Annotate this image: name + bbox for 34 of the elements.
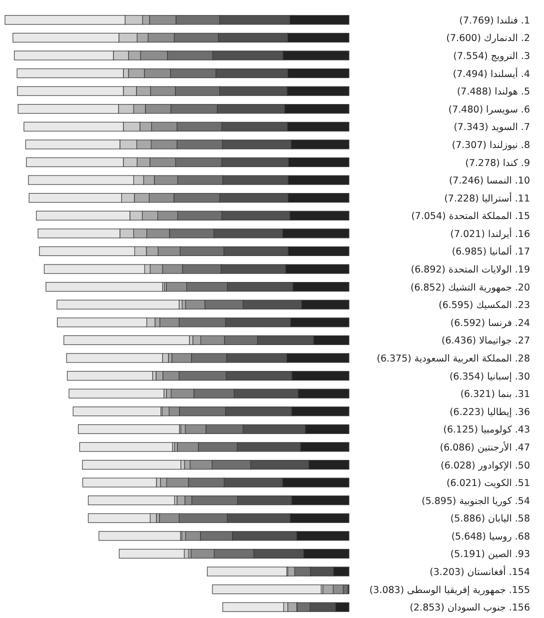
y-tick-label: 1. فنلندا (7.769) (459, 15, 530, 26)
y-tick-label: 58. اليابان (5.886) (450, 514, 530, 525)
y-tick-label: 7. السويد (7.343) (454, 122, 530, 134)
y-tick-label: 30. إسبانيا (6.354) (449, 371, 530, 382)
y-tick-label: 155. جمهورية إفريقيا الوسطى (3.083) (369, 584, 530, 596)
y-tick-label: 16. أيرلندا (7.021) (450, 226, 530, 240)
y-tick-label: 19. الولايات المتحدة (6.892) (410, 264, 530, 276)
y-tick-label: 10. النمسا (7.246) (448, 176, 530, 187)
y-tick-label: 23. المكسيك (6.595) (438, 300, 530, 312)
y-tick-label: 3. النرويج (7.554) (453, 50, 530, 62)
y-tick-label: 8. نيوزلندا (7.307) (452, 140, 530, 151)
y-tick-label: 51. الكويت (6.021) (446, 478, 530, 490)
y-tick-label: 9. كندا (7.278) (465, 158, 530, 169)
y-tick-label: 68. روسيا (5.648) (451, 531, 530, 542)
y-tick-label: 31. بنما (6.321) (460, 389, 530, 400)
y-tick-label: 2. الدنمارك (7.600) (446, 33, 530, 44)
y-tick-label: 24. فرنسا (6.592) (450, 318, 530, 329)
y-tick-label: 20. جمهورية التشيك (6.852) (410, 282, 530, 294)
y-tick-label: 36. إيطاليا (6.223) (450, 406, 530, 418)
y-tick-label: 6. سويسرا (7.480) (448, 104, 530, 116)
y-tick-label: 17. ألمانيا (6.985) (452, 244, 530, 258)
y-tick-label: 15. المملكة المتحدة (7.054) (411, 211, 530, 222)
y-tick-label: 50. الإكوادور (6.028) (440, 460, 530, 472)
y-tick-label: 28. المملكة العربية السعودية (6.375) (376, 353, 530, 364)
y-tick-label: 4. أيسلندا (7.494) (452, 66, 530, 80)
y-tick-label: 154. أفغانستان (3.203) (430, 565, 530, 578)
y-tick-label: 54. كوريا الجنوبية (5.895) (422, 496, 530, 507)
y-tick-label: 5. هولندا (7.488) (456, 86, 530, 98)
y-tick-label: 47. الأرجنتين (6.086) (440, 440, 530, 454)
y-tick-label: 93. الصين (5.191) (450, 549, 530, 560)
y-tick-label: 43. كولومبيا (6.125) (443, 424, 530, 436)
y-tick-label: 27. جواتيمالا (6.436) (441, 336, 530, 347)
y-tick-label: 11. أستراليا (7.228) (444, 191, 530, 204)
y-tick-label: 156. جنوب السودان (2.853) (410, 602, 530, 614)
